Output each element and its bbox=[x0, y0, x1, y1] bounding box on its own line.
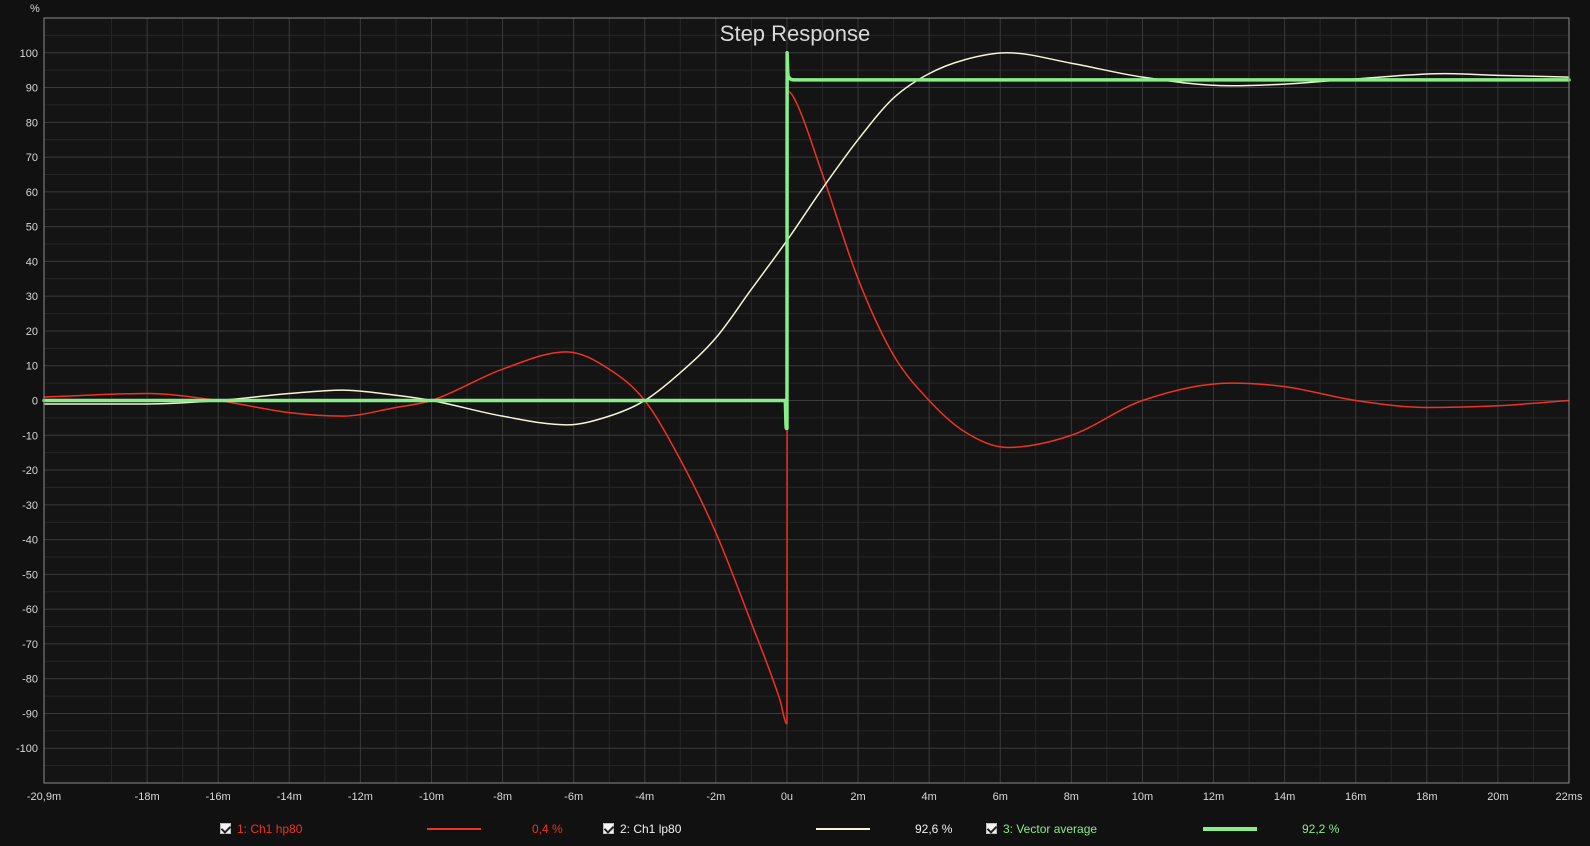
legend-value-ch1-lp80: 92,6 % bbox=[915, 822, 953, 836]
legend-item-ch1-hp80[interactable]: 1: Ch1 hp80 0,4 % bbox=[220, 822, 580, 840]
y-tick-label: 20 bbox=[26, 326, 38, 338]
x-tick-label: 10m bbox=[1132, 791, 1153, 803]
x-tick-label: 6m bbox=[993, 791, 1008, 803]
chart-title: Step Response bbox=[720, 21, 870, 46]
y-tick-label: 80 bbox=[26, 117, 38, 129]
y-tick-label: -50 bbox=[22, 569, 38, 581]
x-tick-label: 14m bbox=[1274, 791, 1295, 803]
x-tick-label: 20m bbox=[1487, 791, 1508, 803]
legend-item-vector-average[interactable]: 3: Vector average 92,2 % bbox=[986, 822, 1346, 840]
y-tick-label: 40 bbox=[26, 256, 38, 268]
y-tick-label: -90 bbox=[22, 708, 38, 720]
legend-swatch-ch1-lp80 bbox=[816, 828, 870, 830]
legend-swatch-ch1-hp80 bbox=[427, 828, 481, 830]
legend-value-vector-average: 92,2 % bbox=[1302, 822, 1340, 836]
axis-layer: -20,9m -18m -16m -14m -12m -10m -8m -6m -4m -2m 0u… bbox=[16, 17, 1583, 803]
legend-value-ch1-hp80: 0,4 % bbox=[532, 822, 563, 836]
plot-border bbox=[43, 17, 1570, 784]
x-tick-label: -2m bbox=[706, 791, 725, 803]
y-tick-label: -30 bbox=[22, 500, 38, 512]
x-tick-label: -16m bbox=[206, 791, 231, 803]
x-tick-label: -4m bbox=[635, 791, 654, 803]
y-tick-label: 90 bbox=[26, 83, 38, 95]
legend-label-vector-average: 3: Vector average bbox=[1003, 822, 1098, 836]
x-tick-label: -8m bbox=[493, 791, 512, 803]
y-tick-label: 60 bbox=[26, 187, 38, 199]
legend-label-ch1-hp80: 1: Ch1 hp80 bbox=[237, 822, 303, 836]
y-tick-label: -40 bbox=[22, 535, 38, 547]
x-tick-label: -12m bbox=[348, 791, 373, 803]
y-tick-label: -10 bbox=[22, 430, 38, 442]
x-tick-label: 22ms bbox=[1556, 791, 1583, 803]
x-tick-label: 8m bbox=[1064, 791, 1079, 803]
legend-label-ch1-lp80: 2: Ch1 lp80 bbox=[620, 822, 682, 836]
y-tick-label: 100 bbox=[20, 48, 38, 60]
x-tick-label: -10m bbox=[419, 791, 444, 803]
legend-item-ch1-lp80[interactable]: 2: Ch1 lp80 92,6 % bbox=[603, 822, 963, 840]
legend-swatch-vector-average bbox=[1203, 827, 1257, 831]
x-tick-label: 12m bbox=[1203, 791, 1224, 803]
y-tick-label: -100 bbox=[16, 743, 38, 755]
y-tick-label: 10 bbox=[26, 361, 38, 373]
y-tick-label: 70 bbox=[26, 152, 38, 164]
y-axis-unit-label: % bbox=[30, 3, 40, 15]
x-tick-label: 0u bbox=[781, 791, 793, 803]
x-tick-label: 4m bbox=[921, 791, 936, 803]
y-tick-label: -80 bbox=[22, 674, 38, 686]
x-tick-label: -6m bbox=[564, 791, 583, 803]
y-tick-label: 30 bbox=[26, 291, 38, 303]
y-tick-label: -60 bbox=[22, 604, 38, 616]
x-tick-label: -18m bbox=[135, 791, 160, 803]
y-tick-label: -20 bbox=[22, 465, 38, 477]
x-tick-label: -20,9m bbox=[27, 791, 61, 803]
y-tick-label: 50 bbox=[26, 222, 38, 234]
x-tick-label: 2m bbox=[850, 791, 865, 803]
y-tick-label: 0 bbox=[32, 396, 38, 408]
series-layer bbox=[42, 51, 1571, 725]
legend-checkbox-ch1-lp80[interactable] bbox=[603, 823, 614, 834]
x-tick-label: -14m bbox=[277, 791, 302, 803]
series-line-vector-average bbox=[42, 51, 1571, 431]
y-tick-label: -70 bbox=[22, 639, 38, 651]
x-tick-label: 16m bbox=[1345, 791, 1366, 803]
legend-checkbox-ch1-hp80[interactable] bbox=[220, 823, 231, 834]
x-tick-label: 18m bbox=[1416, 791, 1437, 803]
legend-checkbox-vector-average[interactable] bbox=[986, 823, 997, 834]
